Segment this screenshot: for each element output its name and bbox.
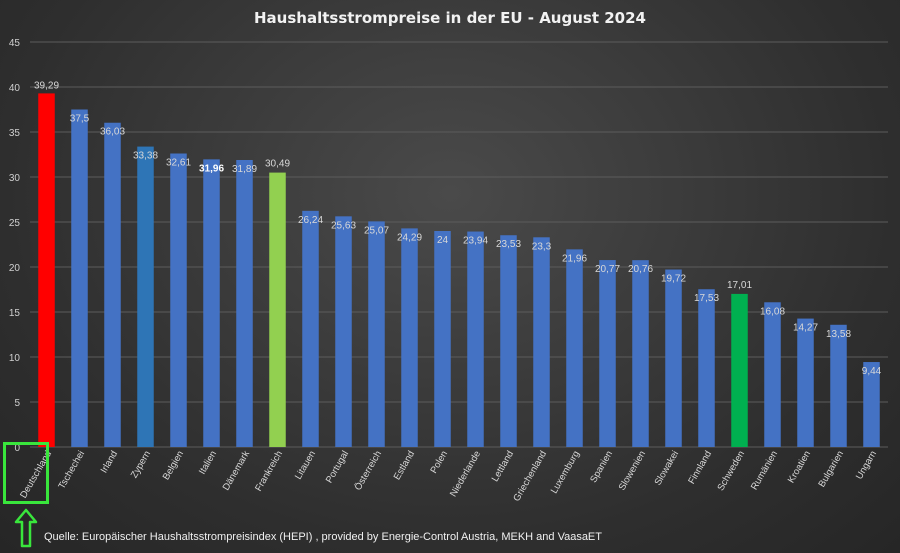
bar-niederlande (467, 231, 484, 447)
value-label: 25,07 (364, 225, 389, 236)
value-label: 14,27 (793, 323, 818, 334)
source-note: Quelle: Europäischer Haushaltsstrompreis… (44, 531, 602, 543)
bar-slowakei (665, 269, 682, 447)
y-tick-label: 20 (9, 263, 21, 274)
value-label: 25,63 (331, 220, 356, 231)
x-tick-label: Irland (99, 449, 120, 475)
y-tick-label: 40 (9, 83, 21, 94)
value-label: 19,72 (661, 274, 686, 285)
y-tick-label: 0 (14, 443, 20, 454)
bar-österreich (368, 221, 385, 447)
y-tick-label: 35 (9, 128, 21, 139)
x-tick-label: Polen (428, 449, 450, 476)
x-tick-label: Österreich (353, 449, 384, 492)
up-arrow-icon (14, 508, 38, 548)
value-label: 36,03 (100, 127, 125, 138)
x-tick-label: Tschechei (56, 449, 87, 491)
bar-lettland (500, 235, 517, 447)
value-label: 23,3 (532, 241, 552, 252)
bar-finnland (698, 289, 715, 447)
value-label: 24 (437, 235, 449, 246)
y-tick-label: 5 (14, 398, 20, 409)
x-tick-label: Belgien (161, 449, 186, 482)
value-label: 23,94 (463, 236, 488, 247)
value-label: 13,58 (826, 329, 851, 340)
value-label: 20,76 (628, 264, 653, 275)
y-tick-label: 25 (9, 218, 21, 229)
x-tick-label: Ungarn (854, 449, 879, 481)
y-tick-label: 15 (9, 308, 21, 319)
x-tick-label: Lettland (490, 449, 516, 484)
x-tick-label: Niederlande (448, 449, 483, 499)
y-tick-label: 10 (9, 353, 21, 364)
bar-rumänien (764, 302, 781, 447)
x-tick-label: Spanien (588, 449, 615, 485)
value-label: 33,38 (133, 151, 158, 162)
bar-ungarn (863, 362, 880, 447)
x-tick-label: Schweden (715, 449, 747, 493)
bar-estland (401, 228, 418, 447)
deutschland-highlight-box (3, 442, 49, 504)
bar-belgien (170, 153, 187, 447)
value-label: 31,89 (232, 164, 257, 175)
value-label: 31,96 (199, 163, 224, 174)
bar-zypern (137, 146, 154, 447)
bar-irland (104, 122, 121, 447)
value-label: 21,96 (562, 253, 587, 264)
x-tick-label: Zypern (129, 449, 153, 480)
x-tick-label: Slowakei (653, 449, 682, 487)
value-label: 17,53 (694, 293, 719, 304)
bar-griechenland (533, 237, 550, 447)
y-tick-label: 45 (9, 38, 21, 49)
bar-dänemark (236, 159, 253, 448)
bar-schweden (731, 293, 748, 447)
x-tick-label: Griechenland (511, 449, 549, 503)
value-label: 9,44 (862, 366, 882, 377)
value-label: 26,24 (298, 215, 323, 226)
x-tick-label: Slowenien (617, 449, 648, 492)
value-label: 20,77 (595, 264, 620, 275)
x-tick-label: Finnland (686, 449, 714, 486)
x-tick-label: Litauen (293, 449, 318, 481)
bar-litauen (302, 210, 319, 447)
y-tick-label: 30 (9, 173, 21, 184)
chart-title: Haushaltsstrompreise in der EU - August … (254, 9, 646, 27)
value-label: 37,5 (70, 114, 90, 125)
bar-slowenien (632, 260, 649, 447)
x-tick-label: Rumänien (749, 449, 780, 492)
bar-italien (203, 159, 220, 448)
value-label: 17,01 (727, 280, 752, 291)
value-label: 24,29 (397, 232, 422, 243)
x-tick-label: Bulgarien (817, 449, 847, 489)
value-label: 30,49 (265, 159, 290, 170)
bar-frankreich (269, 172, 286, 447)
bar-tschechei (71, 109, 88, 447)
x-tick-label: Estland (392, 449, 417, 482)
bar-deutschland (38, 93, 55, 447)
value-label: 39,29 (34, 80, 59, 91)
x-tick-label: Frankreich (253, 449, 285, 493)
bar-polen (434, 231, 451, 447)
x-tick-label: Kroatien (786, 449, 813, 485)
x-tick-label: Dänemark (221, 449, 253, 493)
value-label: 16,08 (760, 306, 785, 317)
bar-bulgarien (830, 324, 847, 447)
value-label: 32,61 (166, 158, 191, 169)
value-label: 23,53 (496, 239, 521, 250)
x-tick-label: Portugal (324, 449, 351, 485)
bar-spanien (599, 260, 616, 447)
bar-kroatien (797, 318, 814, 447)
bar-luxemburg (566, 249, 583, 447)
x-tick-label: Luxemburg (549, 449, 582, 496)
x-tick-label: Italien (197, 449, 219, 476)
bar-portugal (335, 216, 352, 447)
